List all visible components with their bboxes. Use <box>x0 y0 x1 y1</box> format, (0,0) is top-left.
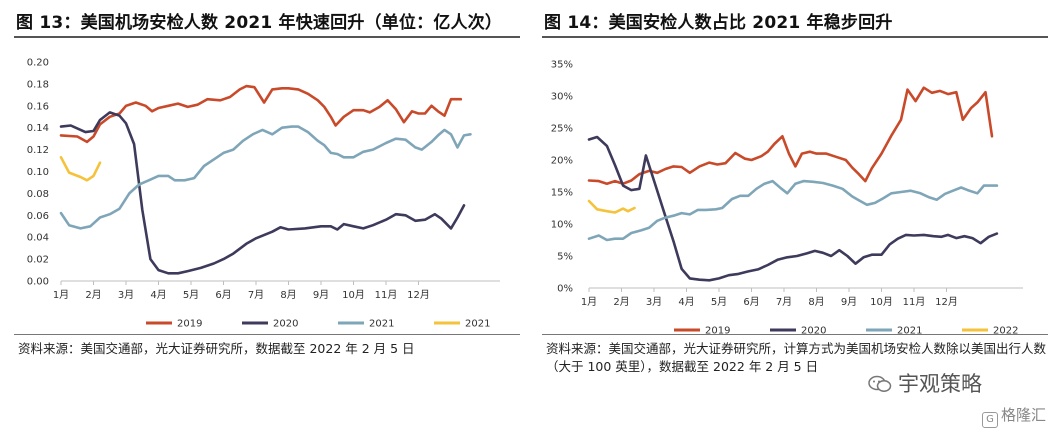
legend-label: 2021 <box>369 319 394 330</box>
y-tick-label: 15% <box>551 188 573 199</box>
x-tick-label: 9月 <box>841 296 857 308</box>
legend-label: 2021 <box>465 319 490 330</box>
x-tick-label: 2月 <box>85 289 101 301</box>
y-tick-label: 35% <box>551 60 573 71</box>
x-tick-label: 8月 <box>280 289 296 301</box>
legend-label: 2019 <box>705 326 730 337</box>
title-rule <box>14 36 520 38</box>
series-line-2019 <box>59 84 463 144</box>
y-tick-label: 30% <box>551 92 573 103</box>
x-tick-label: 2月 <box>613 296 629 308</box>
chart-title: 图 14：美国安检人数占比 2021 年稳步回升 <box>544 13 893 33</box>
y-tick-label: 0.10 <box>27 167 49 178</box>
series-line-2022 <box>587 199 636 214</box>
x-tick-label: 12月 <box>935 296 958 308</box>
y-tick-label: 0.00 <box>27 277 49 288</box>
x-tick-label: 11月 <box>903 296 926 308</box>
y-tick-label: 0.18 <box>27 79 49 90</box>
x-tick-label: 9月 <box>313 289 329 301</box>
x-tick-label: 8月 <box>808 296 824 308</box>
legend-label: 2019 <box>177 319 202 330</box>
x-tick-label: 10月 <box>342 289 365 301</box>
legend-label: 2021 <box>897 326 922 337</box>
x-tick-label: 5月 <box>183 289 199 301</box>
x-tick-label: 4月 <box>150 289 166 301</box>
series-line-2021 <box>587 179 999 242</box>
brand-icon: G <box>982 412 998 428</box>
x-tick-label: 7月 <box>776 296 792 308</box>
watermark-text: 宇观策略 <box>898 372 982 396</box>
watermark: 宇观策略 <box>868 368 1038 398</box>
x-tick-label: 1月 <box>581 296 597 308</box>
source-note: 资料来源：美国交通部，光大证券研究所，数据截至 2022 年 2 月 5 日 <box>18 341 415 356</box>
source-rule <box>14 334 520 335</box>
chart-title: 图 13：美国机场安检人数 2021 年快速回升（单位：亿人次） <box>16 13 503 33</box>
x-tick-label: 12月 <box>407 289 430 301</box>
source-rule <box>542 334 1048 335</box>
title-rule <box>542 36 1048 38</box>
y-tick-label: 0.14 <box>27 123 49 134</box>
y-tick-label: 0.20 <box>27 58 49 69</box>
y-tick-label: 25% <box>551 124 573 135</box>
y-tick-label: 0.16 <box>27 101 49 112</box>
x-tick-label: 7月 <box>248 289 264 301</box>
x-tick-label: 10月 <box>870 296 893 308</box>
x-tick-label: 6月 <box>215 289 231 301</box>
screening-share-chart: 0% 5% 10% 15% 20% 25% 30% 35% 1月 2月 3月 4月 5月 6月 7月 8月 9月… <box>551 60 1023 337</box>
y-tick-label: 0.04 <box>27 233 49 244</box>
x-tick-label: 11月 <box>375 289 398 301</box>
x-tick-label: 6月 <box>743 296 759 308</box>
airport-screening-chart: 0.00 0.02 0.04 0.06 0.08 0.10 0.12 0.14 0.16 0.18… <box>27 58 500 330</box>
x-tick-label: 3月 <box>118 289 134 301</box>
x-tick-label: 4月 <box>678 296 694 308</box>
y-tick-label: 10% <box>551 220 573 231</box>
x-tick-label: 1月 <box>53 289 69 301</box>
legend-label: 2020 <box>273 319 298 330</box>
y-tick-label: 0.06 <box>27 211 49 222</box>
x-tick-label: 5月 <box>711 296 727 308</box>
series-line-2021 <box>59 156 102 182</box>
y-tick-label: 0% <box>557 284 573 295</box>
watermark-sub: G 格隆汇 <box>982 404 1046 428</box>
watermark-sub-text: 格隆汇 <box>1001 406 1047 424</box>
y-tick-label: 0.02 <box>27 255 49 266</box>
y-tick-label: 5% <box>557 252 573 263</box>
series-line-2021 <box>59 125 472 230</box>
y-tick-label: 0.08 <box>27 189 49 200</box>
series-line-2020 <box>59 111 466 275</box>
source-note: 资料来源：美国交通部，光大证券研究所，计算方式为美国机场安检人数除以美国出行人数… <box>546 341 1047 374</box>
series-line-2020 <box>587 135 999 282</box>
y-tick-label: 0.12 <box>27 145 49 156</box>
x-tick-label: 3月 <box>646 296 662 308</box>
legend-label: 2022 <box>993 326 1018 337</box>
series-line-2019 <box>587 86 994 185</box>
legend-label: 2020 <box>801 326 826 337</box>
y-tick-label: 20% <box>551 156 573 167</box>
wechat-icon <box>868 375 892 392</box>
